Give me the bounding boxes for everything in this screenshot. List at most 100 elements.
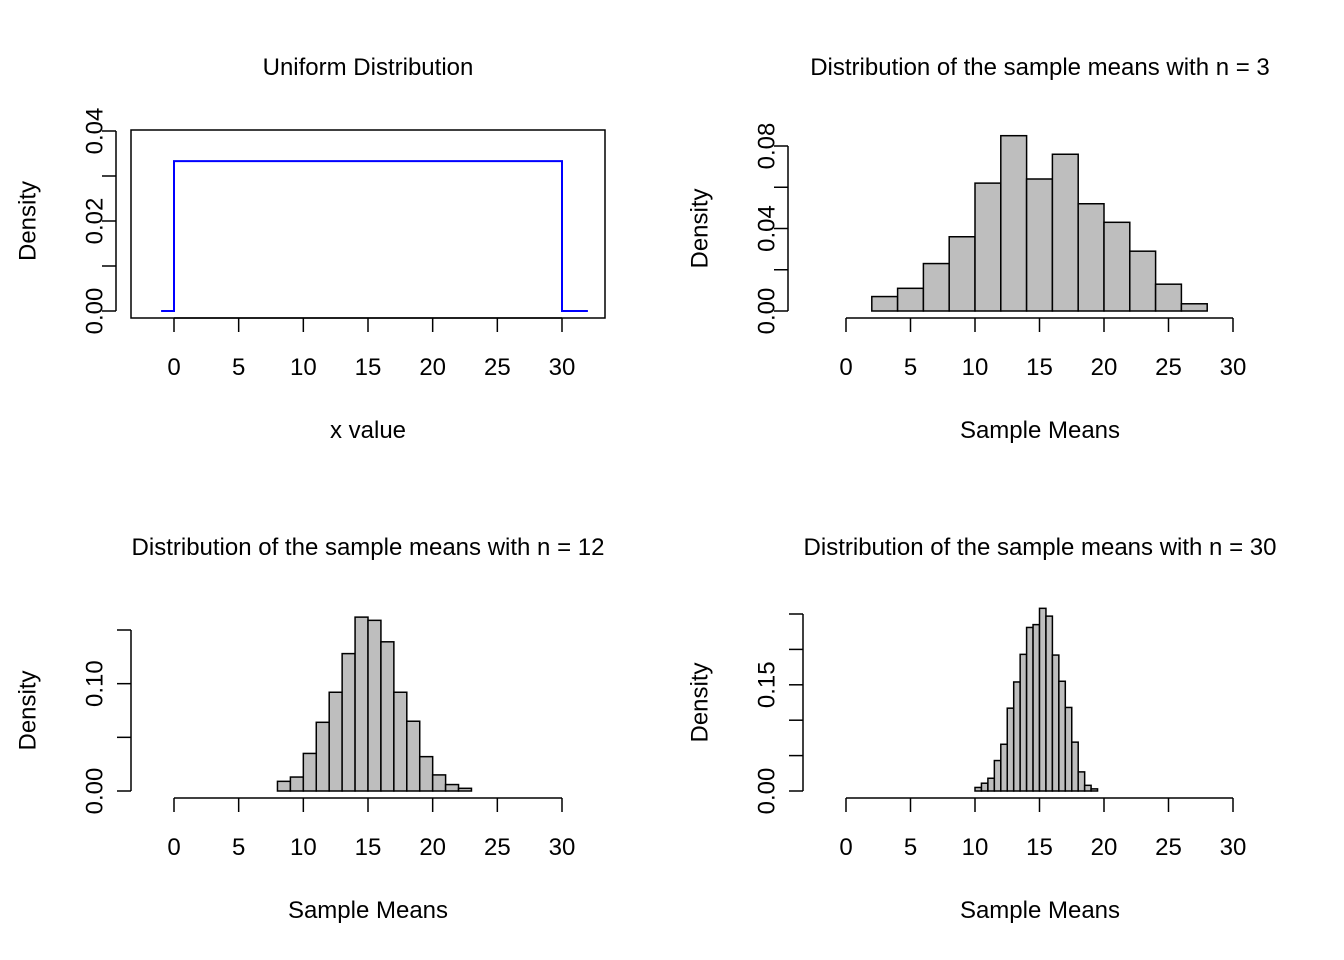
histogram-bar bbox=[354, 616, 369, 792]
x-tick-label: 15 bbox=[1026, 354, 1053, 381]
y-tick-label: 0.00 bbox=[754, 768, 781, 815]
y-tick-label: 0.15 bbox=[754, 661, 781, 708]
histogram-bar bbox=[1006, 707, 1015, 792]
plot-box bbox=[130, 129, 606, 319]
histogram-bar bbox=[1012, 681, 1021, 792]
x-tick-label: 10 bbox=[962, 834, 989, 861]
x-tick-label: 0 bbox=[839, 354, 852, 381]
x-tick-label: 10 bbox=[962, 354, 989, 381]
histogram-bar bbox=[1025, 626, 1034, 792]
x-axis-label: Sample Means bbox=[960, 417, 1120, 444]
histogram-bar bbox=[1077, 771, 1086, 792]
histogram-bar bbox=[1038, 607, 1047, 792]
chart-title: Uniform Distribution bbox=[263, 54, 474, 81]
histogram-bar bbox=[1083, 784, 1092, 792]
x-tick-label: 20 bbox=[1091, 354, 1118, 381]
x-tick-label: 5 bbox=[904, 354, 917, 381]
x-axis-label: Sample Means bbox=[960, 897, 1120, 924]
y-tick-label: 0.00 bbox=[754, 288, 781, 335]
histogram-bar bbox=[871, 295, 899, 312]
histogram-bars bbox=[276, 616, 473, 792]
x-tick-label: 30 bbox=[549, 834, 576, 861]
histogram-bar bbox=[406, 720, 421, 792]
histogram-bar bbox=[1129, 250, 1157, 312]
y-axis-label: Density bbox=[687, 662, 714, 742]
x-tick-label: 30 bbox=[549, 354, 576, 381]
histogram-bar bbox=[315, 721, 330, 792]
histogram-bar bbox=[1090, 788, 1099, 792]
histogram-bar bbox=[1064, 706, 1073, 792]
histogram-bars bbox=[974, 607, 1099, 792]
histogram-bar bbox=[1103, 221, 1131, 312]
x-tick-label: 0 bbox=[167, 834, 180, 861]
x-axis-label: x value bbox=[330, 417, 406, 444]
y-axis-label: Density bbox=[15, 181, 42, 261]
histogram-bar bbox=[431, 774, 447, 792]
chart-panel-2: Distribution of the sample means with n … bbox=[687, 54, 1270, 444]
x-tick-label: 30 bbox=[1220, 834, 1247, 861]
x-tick-label: 0 bbox=[167, 354, 180, 381]
histogram-bar bbox=[980, 782, 989, 792]
histogram-bar bbox=[1025, 178, 1054, 312]
histogram-bar bbox=[974, 182, 1002, 312]
chart-panel-1: Uniform Distribution x value Density 0 5 10 15… bbox=[15, 54, 606, 444]
x-tick-label: 10 bbox=[290, 354, 317, 381]
y-tick-label: 0.10 bbox=[82, 660, 109, 707]
chart-title: Distribution of the sample means with n … bbox=[810, 54, 1270, 81]
histogram-bar bbox=[922, 262, 950, 312]
histogram-bar bbox=[341, 652, 356, 792]
y-tick-label: 0.08 bbox=[754, 123, 781, 170]
histogram-bar bbox=[1077, 203, 1105, 312]
histogram-bar bbox=[993, 759, 1002, 792]
y-tick-label: 0.00 bbox=[82, 288, 109, 335]
histogram-bar bbox=[289, 776, 305, 792]
x-tick-label: 0 bbox=[839, 834, 852, 861]
x-tick-label: 25 bbox=[484, 354, 511, 381]
histogram-bar bbox=[393, 691, 408, 792]
histogram-bar bbox=[1051, 153, 1079, 312]
histogram-bar bbox=[1180, 303, 1208, 312]
histogram-bar bbox=[276, 780, 292, 792]
chart-title: Distribution of the sample means with n … bbox=[804, 534, 1277, 561]
histogram-bar bbox=[948, 236, 976, 312]
x-tick-label: 5 bbox=[232, 354, 245, 381]
histogram-bar bbox=[987, 777, 996, 792]
x-tick-label: 15 bbox=[355, 834, 382, 861]
x-tick-label: 15 bbox=[1026, 834, 1053, 861]
histogram-bar bbox=[1051, 654, 1060, 792]
chart-title: Distribution of the sample means with n … bbox=[132, 534, 605, 561]
histogram-bar bbox=[974, 786, 983, 792]
histogram-bar bbox=[367, 619, 382, 792]
histogram-bar bbox=[1071, 741, 1079, 792]
x-tick-label: 30 bbox=[1220, 354, 1247, 381]
x-tick-label: 5 bbox=[904, 834, 917, 861]
histogram-bar bbox=[302, 752, 318, 792]
y-tick-label: 0.04 bbox=[754, 205, 781, 252]
y-tick-label: 0.00 bbox=[82, 768, 109, 815]
x-tick-label: 25 bbox=[1155, 354, 1182, 381]
y-axis-label: Density bbox=[15, 670, 42, 750]
x-tick-label: 20 bbox=[419, 354, 446, 381]
chart-panel-4: Distribution of the sample means with n … bbox=[687, 534, 1277, 924]
histogram-bar bbox=[444, 783, 460, 792]
chart-panel-3: Distribution of the sample means with n … bbox=[15, 534, 605, 924]
histogram-bar bbox=[1019, 653, 1028, 792]
histogram-bar bbox=[1154, 283, 1183, 312]
density-line bbox=[161, 160, 588, 312]
x-tick-label: 15 bbox=[355, 354, 382, 381]
histogram-bar bbox=[380, 641, 395, 792]
histogram-bar bbox=[457, 787, 473, 792]
histogram-bar bbox=[418, 755, 434, 792]
y-axis-label: Density bbox=[687, 188, 714, 268]
x-tick-label: 25 bbox=[1155, 834, 1182, 861]
x-tick-label: 20 bbox=[1091, 834, 1118, 861]
histogram-bar bbox=[1000, 134, 1028, 312]
y-tick-label: 0.02 bbox=[82, 198, 109, 245]
x-tick-label: 20 bbox=[419, 834, 446, 861]
x-tick-label: 5 bbox=[232, 834, 245, 861]
histogram-bar bbox=[1000, 743, 1008, 792]
x-tick-label: 10 bbox=[290, 834, 317, 861]
histogram-bar bbox=[328, 691, 343, 792]
y-tick-label: 0.04 bbox=[82, 108, 109, 155]
